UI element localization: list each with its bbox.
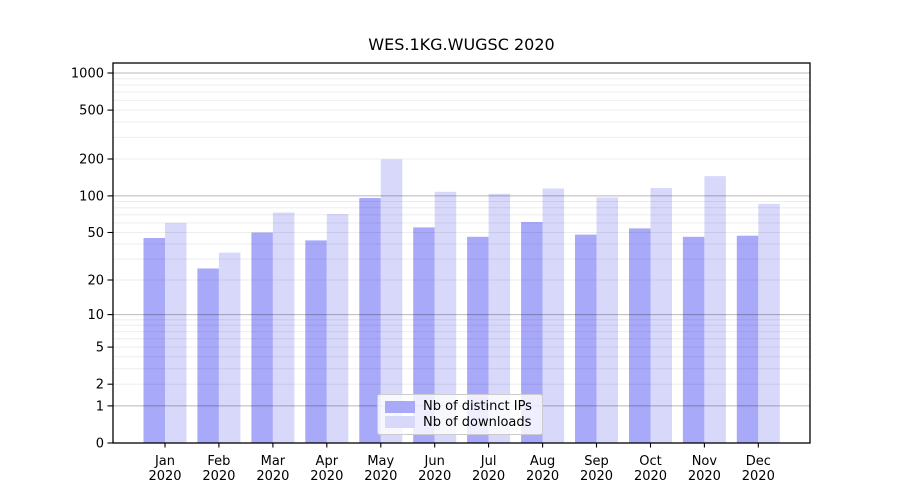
y-tick-label: 20	[87, 274, 104, 289]
chart-title: WES.1KG.WUGSC 2020	[368, 35, 555, 54]
legend-label-distinct-ips: Nb of distinct IPs	[423, 399, 532, 415]
bar-downloads-Apr	[326, 214, 349, 443]
bar-distinct-ips-Sep	[575, 234, 597, 443]
x-tick-label-month: May	[367, 454, 394, 469]
bar-downloads-Dec	[758, 203, 780, 443]
y-tick-label: 1	[96, 399, 104, 414]
bar-downloads-Feb	[218, 252, 241, 443]
x-tick-label-month: Apr	[316, 454, 339, 469]
bar-downloads-Mar	[272, 212, 295, 443]
x-tick-label-month: Dec	[746, 454, 771, 469]
bar-downloads-Jul	[488, 193, 511, 443]
x-tick-label-month: Feb	[207, 454, 230, 469]
y-tick-label: 5	[96, 341, 104, 356]
x-tick-label-month: Nov	[692, 454, 718, 469]
x-tick-label-year: 2020	[256, 469, 289, 484]
y-tick-label: 10	[87, 308, 104, 323]
y-tick-label: 200	[79, 153, 104, 168]
legend-item-distinct-ips: Nb of distinct IPs	[385, 399, 534, 414]
bar-downloads-May	[380, 159, 403, 444]
bar-distinct-ips-Aug	[521, 222, 543, 443]
bar-distinct-ips-Jul	[467, 236, 489, 443]
bar-distinct-ips-Oct	[629, 228, 651, 443]
x-tick-label-month: Aug	[530, 454, 555, 469]
bar-downloads-Nov	[704, 176, 726, 443]
x-tick-label-year: 2020	[148, 469, 181, 484]
x-tick-label-month: Jul	[480, 454, 497, 469]
bar-distinct-ips-Nov	[682, 236, 705, 443]
bar-downloads-Aug	[542, 188, 565, 443]
bar-downloads-Oct	[650, 188, 672, 443]
x-tick-label-year: 2020	[364, 469, 397, 484]
bar-distinct-ips-Mar	[251, 232, 273, 443]
bar-downloads-Sep	[596, 197, 618, 443]
x-tick-label-year: 2020	[580, 469, 613, 484]
y-tick-label: 50	[87, 226, 104, 241]
x-tick-label-month: Oct	[639, 454, 661, 469]
bar-distinct-ips-Feb	[197, 268, 219, 443]
x-tick-label-year: 2020	[742, 469, 775, 484]
bar-distinct-ips-Dec	[736, 235, 759, 443]
legend-label-downloads: Nb of downloads	[423, 414, 532, 430]
x-tick-label-year: 2020	[418, 469, 451, 484]
x-tick-label-year: 2020	[688, 469, 721, 484]
bar-distinct-ips-Jan	[143, 238, 165, 443]
y-tick-label: 2	[96, 378, 104, 393]
y-tick-label: 100	[79, 189, 104, 204]
x-tick-label-month: Sep	[584, 454, 609, 469]
bar-distinct-ips-May	[359, 198, 381, 443]
x-tick-label-month: Jun	[424, 454, 445, 469]
x-tick-label-month: Mar	[261, 454, 286, 469]
legend-swatch-distinct-ips	[385, 400, 415, 413]
legend: Nb of distinct IPs Nb of downloads	[377, 394, 543, 435]
bar-distinct-ips-Apr	[305, 240, 327, 443]
legend-swatch-downloads	[385, 416, 415, 429]
bar-downloads-Jun	[434, 191, 457, 443]
y-tick-label: 500	[79, 104, 104, 119]
x-tick-label-month: Jan	[154, 454, 175, 469]
x-tick-label-year: 2020	[472, 469, 505, 484]
x-tick-label-year: 2020	[634, 469, 667, 484]
bar-distinct-ips-Jun	[413, 227, 435, 443]
bar-downloads-Jan	[165, 222, 187, 443]
y-tick-label: 0	[96, 437, 104, 452]
y-tick-label: 1000	[71, 67, 104, 82]
x-tick-label-year: 2020	[202, 469, 235, 484]
x-tick-label-year: 2020	[310, 469, 343, 484]
axes-spines	[112, 62, 811, 444]
x-tick-label-year: 2020	[526, 469, 559, 484]
legend-item-downloads: Nb of downloads	[385, 415, 534, 430]
